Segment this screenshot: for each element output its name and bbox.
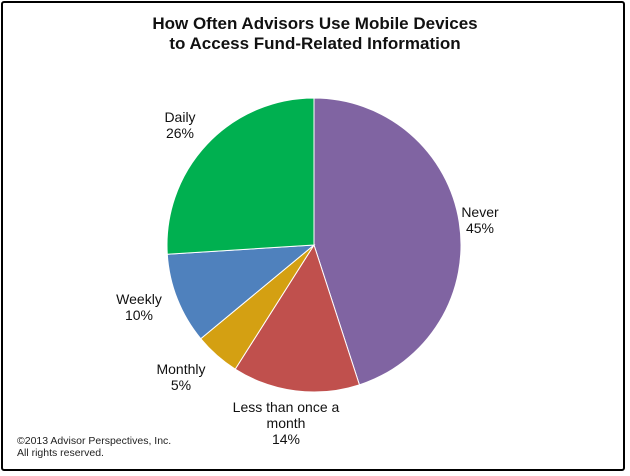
pie-slice-weekly	[166, 244, 316, 340]
pie-label-line: 5%	[171, 377, 191, 393]
chart-title: How Often Advisors Use Mobile Devices to…	[0, 14, 630, 54]
chart-title-line-2: to Access Fund-Related Information	[169, 34, 461, 53]
pie-label-line: Less than once a	[233, 399, 340, 415]
pie-label-line: Monthly	[156, 361, 205, 377]
pie-label-line: Never	[461, 204, 499, 220]
pie-label-line: Weekly	[116, 291, 162, 307]
pie-label-line: month	[267, 415, 306, 431]
pie-label-daily: Daily 26%	[164, 109, 195, 141]
pie-label-line: 10%	[125, 307, 153, 323]
copyright-line-1: ©2013 Advisor Perspectives, Inc.	[17, 435, 172, 447]
pie-slice-daily	[166, 97, 315, 255]
pie-label-monthly: Monthly 5%	[156, 361, 205, 393]
pie-label-never: Never 45%	[461, 204, 499, 236]
pie-labels: Never 45% Less than once a month 14% Monthly 5…	[116, 109, 499, 447]
pie-slice-never	[313, 97, 462, 386]
pie-slices	[166, 97, 462, 393]
pie-label-line: 14%	[272, 431, 300, 447]
copyright-notice: ©2013 Advisor Perspectives, Inc. All rig…	[17, 435, 171, 459]
pie-label-weekly: Weekly 10%	[116, 291, 162, 323]
pie-label-line: Daily	[164, 109, 195, 125]
chart-title-line-1: How Often Advisors Use Mobile Devices	[152, 14, 478, 33]
copyright-line-2: All rights reserved.	[17, 447, 104, 459]
pie-label-less-than-once-a: Less than once a month 14%	[233, 399, 340, 447]
pie-label-line: 26%	[166, 125, 194, 141]
pie-label-line: 45%	[466, 220, 494, 236]
pie-slice-less-than-once-a	[234, 243, 361, 393]
